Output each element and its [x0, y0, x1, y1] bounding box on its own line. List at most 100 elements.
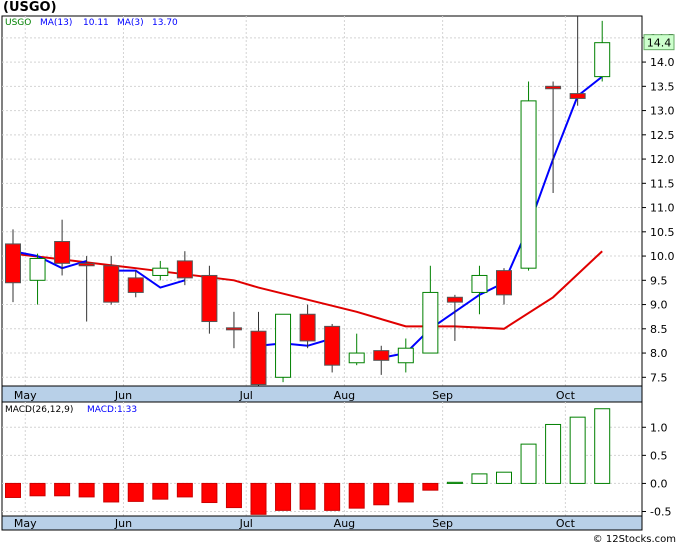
candle — [152, 260, 169, 281]
macd-bar — [5, 482, 21, 498]
price-y-axis: 7.5 8.0 8.5 9.0 9.5 10.0 10.5 11.0 11.5 12.0 12.5 1… — [642, 32, 675, 384]
macd-x-axis-band — [1, 515, 643, 531]
last-price-tag: 14.4 — [643, 34, 675, 51]
candle — [348, 333, 365, 366]
macd-x-tick-label: May — [14, 517, 37, 530]
candle-body — [373, 350, 390, 361]
candle-body — [446, 296, 463, 303]
chart-title: (USGO) — [3, 0, 57, 15]
candle — [520, 81, 537, 271]
price-y-tick-label: 13.5 — [650, 80, 675, 93]
macd-x-tick-label: Jun — [114, 517, 132, 530]
candle-body — [201, 274, 218, 323]
candle-body — [54, 241, 71, 264]
legend-ma13-value: 10.11 — [83, 18, 109, 28]
candle — [78, 256, 95, 322]
candle-body — [348, 352, 365, 364]
candle-body — [569, 93, 586, 99]
candle-body — [275, 313, 292, 378]
candle-body — [127, 277, 144, 293]
candle — [324, 323, 341, 373]
legend-ma3-value: 13.70 — [152, 18, 178, 28]
macd-x-tick-label: Sep — [432, 517, 453, 530]
ma3-line — [12, 250, 87, 270]
price-x-tick-label: Sep — [432, 389, 453, 402]
candle-body — [520, 100, 537, 269]
candle-body — [176, 260, 193, 279]
macd-bar — [29, 482, 46, 497]
macd-bar — [373, 482, 390, 506]
price-x-tick-label: May — [14, 389, 37, 402]
candle — [496, 268, 512, 305]
ma3-layer — [12, 75, 603, 359]
legend-ma3-label: MA(3) — [117, 18, 144, 28]
candle-body — [225, 327, 242, 331]
price-x-tick-label: Jul — [239, 389, 253, 402]
price-x-tick-label: Aug — [334, 389, 355, 402]
price-x-axis: May Jun Jul Aug Sep Oct — [14, 389, 576, 402]
macd-x-tick-label: Jul — [239, 517, 253, 530]
price-y-tick-label: 12.5 — [650, 129, 675, 142]
macd-y-tick-label: 1.0 — [650, 421, 668, 434]
candle-body — [103, 265, 120, 303]
macd-bar — [446, 481, 463, 484]
last-price-label: 14.4 — [647, 37, 672, 50]
macd-bar — [569, 416, 586, 484]
candle — [103, 256, 120, 305]
ma3-line — [381, 75, 603, 359]
candle-body — [78, 262, 95, 267]
macd-bars — [5, 408, 611, 515]
price-y-tick-label: 10.5 — [650, 226, 675, 239]
macd-bar — [176, 482, 193, 498]
macd-y-tick-label: 0.0 — [650, 477, 668, 490]
candle-body — [496, 270, 512, 296]
candle-body — [152, 267, 169, 276]
legend-symbol: USGO — [5, 18, 31, 28]
macd-bar — [250, 482, 267, 515]
ma13-line — [12, 250, 603, 330]
ma3-line — [111, 269, 186, 289]
macd-bar — [201, 482, 218, 504]
watermark: © 12Stocks.com — [593, 534, 676, 545]
candle — [545, 81, 562, 194]
macd-bar — [324, 482, 341, 511]
macd-y-axis: 1.0 0.5 0.0 -0.5 — [642, 421, 671, 519]
candle — [5, 229, 21, 303]
candle — [29, 253, 46, 305]
price-y-tick-label: 7.5 — [650, 371, 668, 384]
candle — [446, 294, 463, 341]
macd-bar — [422, 482, 439, 491]
candle-body — [594, 42, 611, 78]
price-y-tick-label: 9.5 — [650, 274, 668, 287]
candle — [127, 270, 144, 298]
candle — [201, 265, 218, 334]
candles-layer — [5, 16, 611, 392]
macd-bar — [594, 408, 611, 484]
price-y-tick-label: 14.0 — [650, 56, 675, 69]
price-y-tick-label: 10.0 — [650, 250, 675, 263]
candle-body — [29, 257, 46, 281]
macd-legend-label: MACD(26,12,9) — [5, 405, 73, 415]
macd-bar — [127, 482, 144, 502]
candle — [422, 265, 439, 354]
candle — [569, 16, 586, 106]
macd-y-tick-label: 0.5 — [650, 449, 668, 462]
candle-body — [5, 243, 21, 284]
candle — [299, 304, 316, 349]
macd-bar — [520, 443, 537, 484]
macd-x-tick-label: Oct — [556, 517, 576, 530]
macd-y-tick-label: -0.5 — [650, 506, 671, 519]
price-x-tick-label: Oct — [556, 389, 576, 402]
legend-ma13-label: MA(13) — [40, 18, 72, 28]
macd-bar — [54, 482, 71, 497]
macd-legend-value: MACD:1.33 — [87, 405, 137, 415]
candle-body — [299, 313, 316, 342]
macd-bar — [471, 473, 488, 484]
price-y-tick-label: 13.0 — [650, 105, 675, 118]
macd-bar — [225, 482, 242, 509]
price-x-axis-band — [1, 385, 643, 403]
macd-bar — [545, 423, 562, 484]
candle — [275, 313, 292, 383]
macd-x-tick-label: Aug — [334, 517, 355, 530]
